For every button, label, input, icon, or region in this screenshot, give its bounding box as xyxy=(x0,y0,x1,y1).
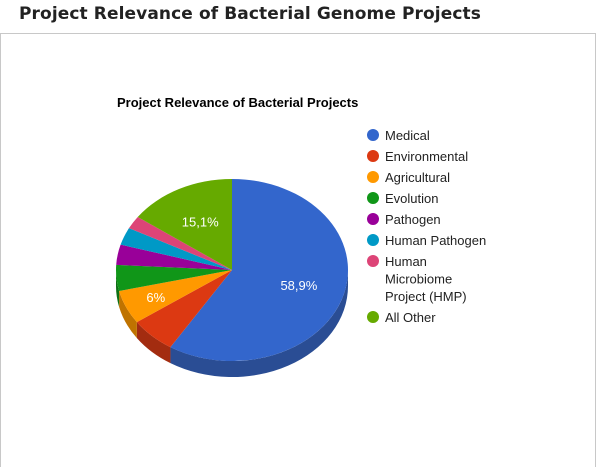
legend-item[interactable]: Human Microbiome Project (HMP) xyxy=(367,254,467,304)
chart-title: Project Relevance of Bacterial Projects xyxy=(117,95,358,110)
legend-swatch xyxy=(367,171,379,183)
legend-swatch xyxy=(367,192,379,204)
pie-slice-all-other[interactable] xyxy=(137,179,232,270)
legend-label: Human Pathogen xyxy=(385,233,486,248)
pie-slice-environmental[interactable] xyxy=(136,270,232,348)
legend-item[interactable]: Evolution xyxy=(367,191,438,206)
legend-swatch xyxy=(367,213,379,225)
legend-label: Agricultural xyxy=(385,170,450,185)
legend-label: Evolution xyxy=(385,191,438,206)
legend-label: Pathogen xyxy=(385,212,441,227)
pie-slice-human-pathogen[interactable] xyxy=(120,228,232,270)
slice-label: 58,9% xyxy=(280,278,317,293)
legend-label: Project (HMP) xyxy=(385,289,467,304)
legend-label: Human xyxy=(385,254,427,269)
pie-sides xyxy=(116,270,348,377)
legend-item[interactable]: Pathogen xyxy=(367,212,441,227)
slice-label: 6% xyxy=(146,290,165,305)
legend-item[interactable]: Medical xyxy=(367,128,430,143)
slice-labels: 58,9% 6% 15,1% xyxy=(146,214,317,304)
legend-item[interactable]: Human Pathogen xyxy=(367,233,486,248)
legend-item[interactable]: Environmental xyxy=(367,149,468,164)
legend-label: Environmental xyxy=(385,149,468,164)
pie-slices xyxy=(116,179,348,361)
legend-swatch xyxy=(367,311,379,323)
legend-swatch xyxy=(367,129,379,141)
page-title: Project Relevance of Bacterial Genome Pr… xyxy=(19,4,481,24)
pie-side-medical xyxy=(170,270,348,377)
legend-label: All Other xyxy=(385,310,436,325)
legend-item[interactable]: All Other xyxy=(367,310,436,325)
pie-side-environmental xyxy=(136,322,171,364)
legend-label: Microbiome xyxy=(385,272,452,287)
pie-side-evolution xyxy=(116,270,120,307)
pie-side-agricultural xyxy=(119,290,137,339)
pie-slice-human-microbiome-project-hmp[interactable] xyxy=(128,216,232,270)
pie-slice-agricultural[interactable] xyxy=(119,270,232,323)
legend-label: Medical xyxy=(385,128,430,143)
pie-slice-pathogen[interactable] xyxy=(116,244,232,270)
legend-swatch xyxy=(367,150,379,162)
pie-slice-evolution[interactable] xyxy=(116,264,232,291)
slice-label: 15,1% xyxy=(182,214,219,229)
legend-item[interactable]: Agricultural xyxy=(367,170,450,185)
legend: Medical Environmental Agricultural Evolutio… xyxy=(367,128,486,325)
legend-swatch xyxy=(367,234,379,246)
pie-slice-medical[interactable] xyxy=(170,179,348,361)
legend-swatch xyxy=(367,255,379,267)
